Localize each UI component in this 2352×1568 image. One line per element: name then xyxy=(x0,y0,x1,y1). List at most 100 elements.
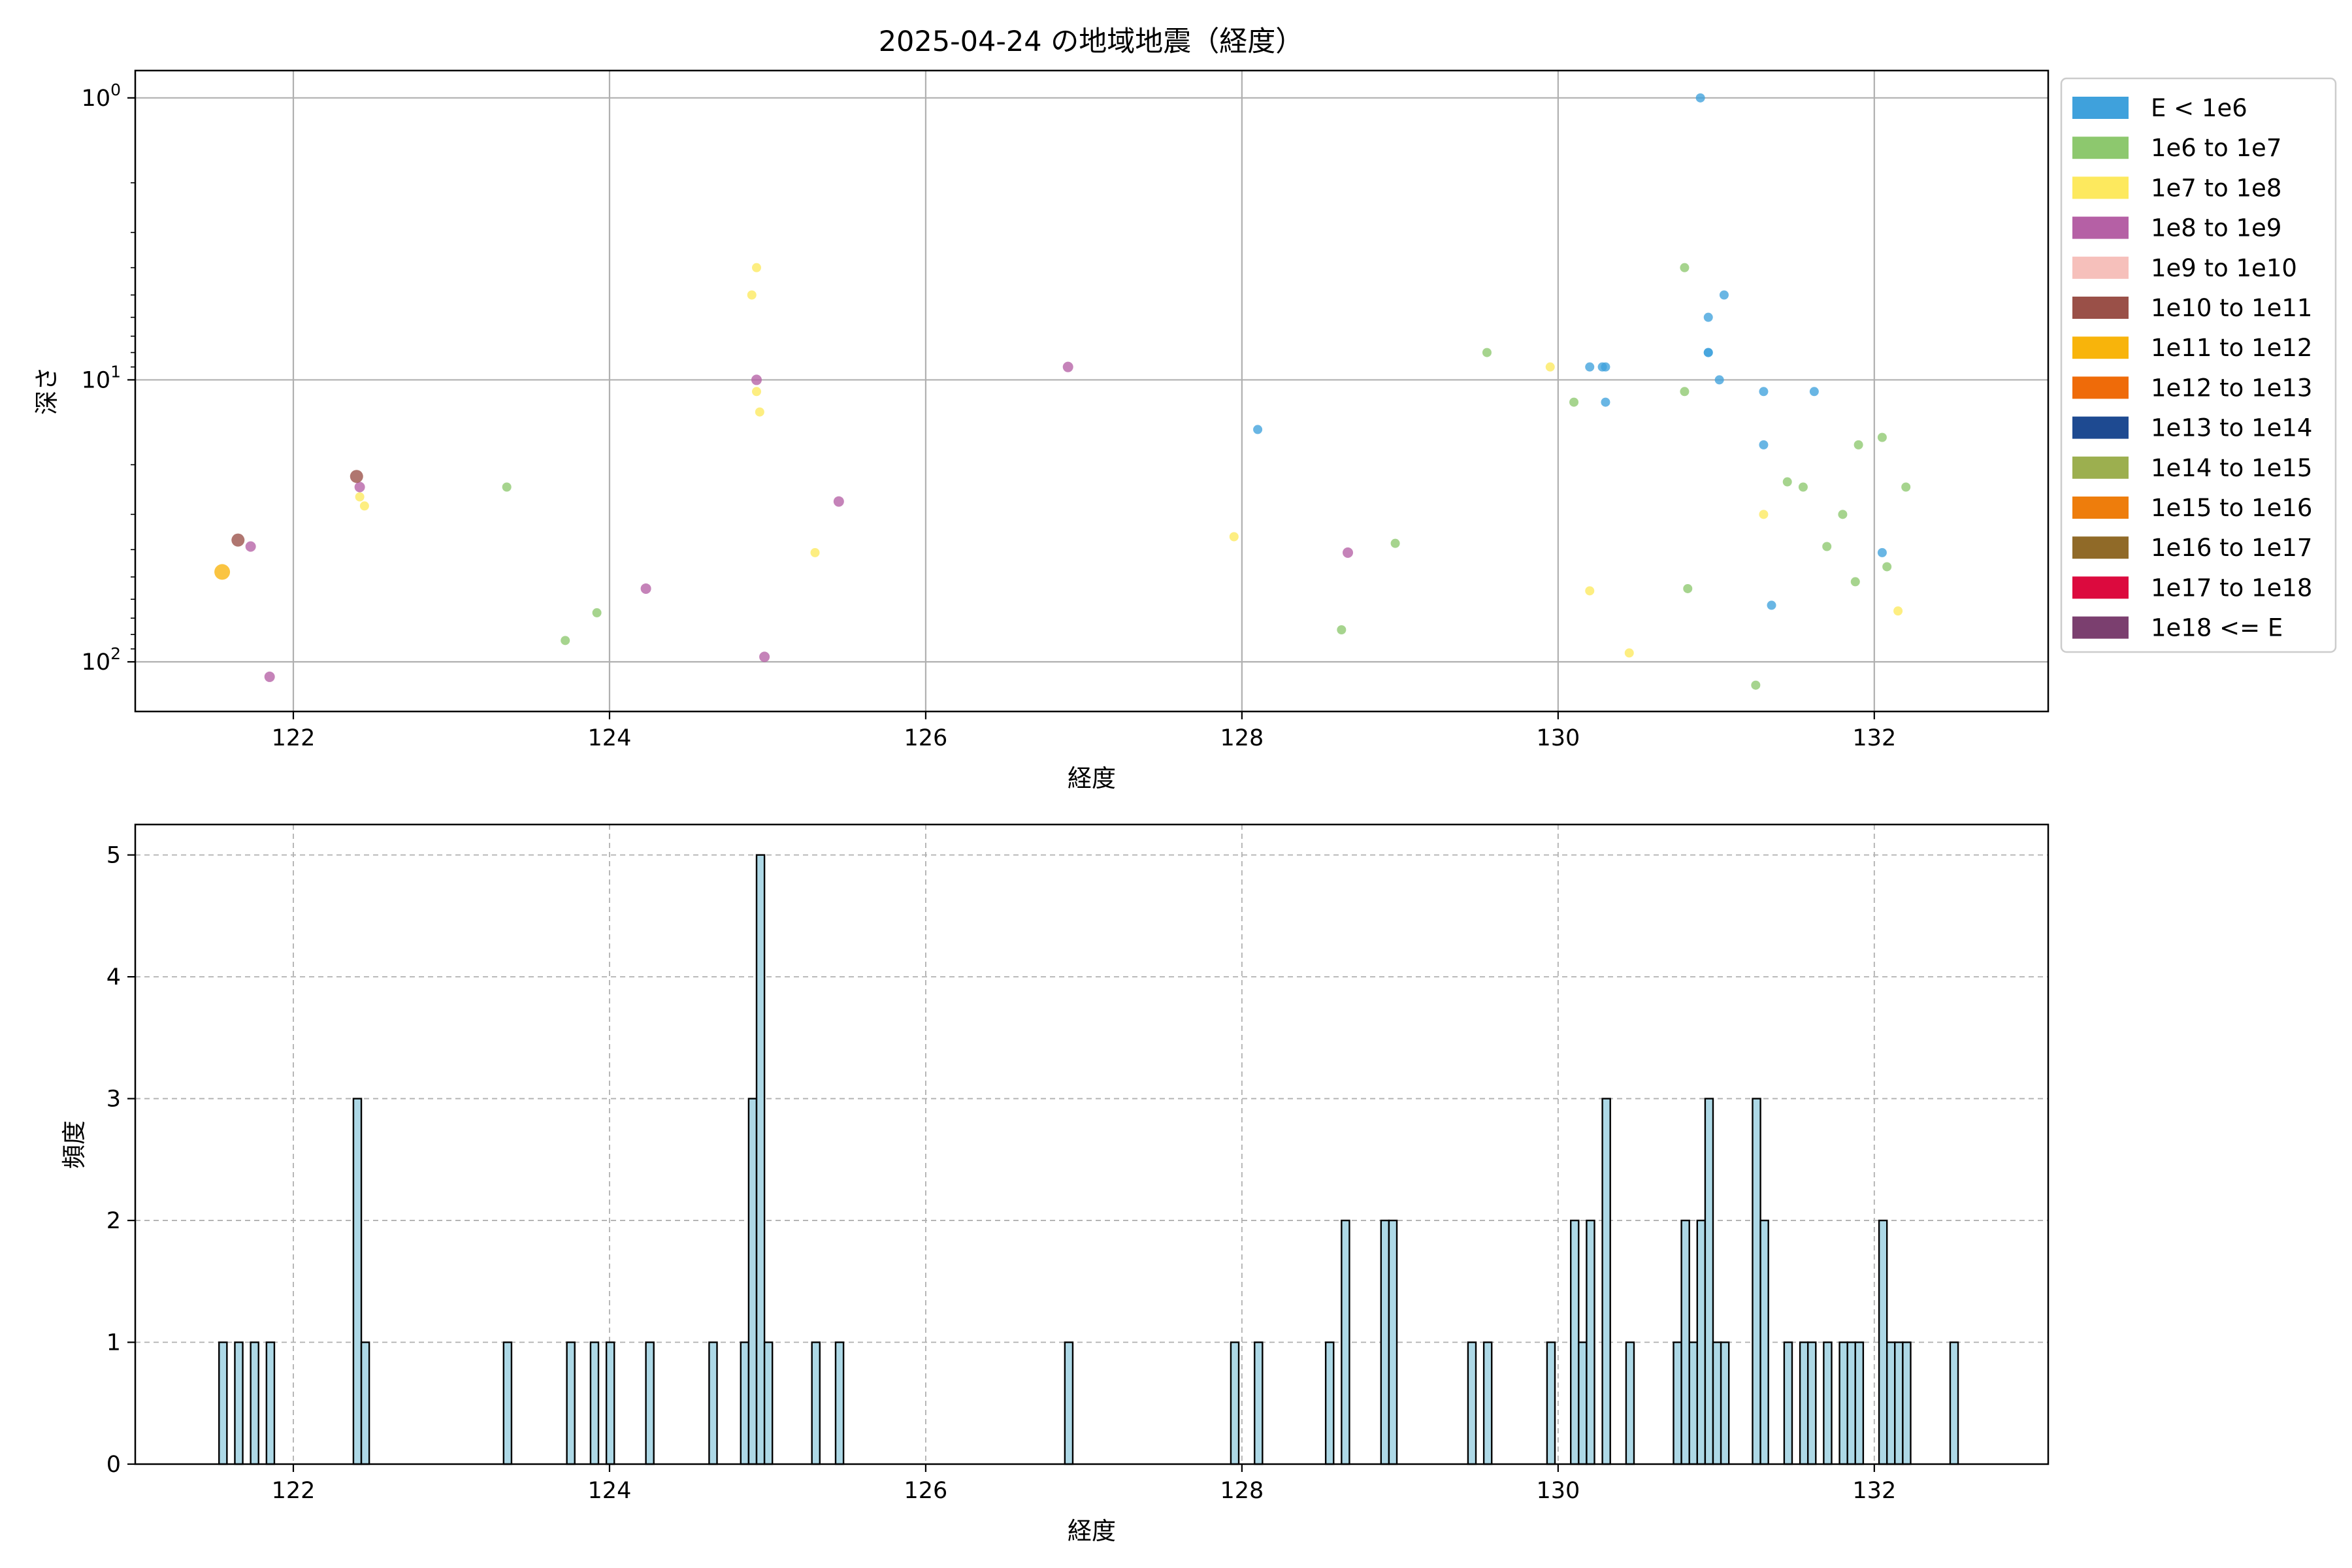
histogram-bar xyxy=(352,1098,363,1465)
legend-label: 1e9 to 1e10 xyxy=(2151,254,2297,282)
scatter-x-tick-label: 124 xyxy=(588,725,632,751)
histogram-y-tick-label: 3 xyxy=(106,1086,121,1113)
histogram-x-tick-label: 130 xyxy=(1536,1478,1580,1504)
legend-frame xyxy=(2060,77,2337,653)
legend-swatch xyxy=(2072,497,2129,519)
scatter-y-tick-label: 102 xyxy=(82,644,121,676)
scatter-x-tick-label: 126 xyxy=(904,725,948,751)
histogram-bar xyxy=(1854,1341,1865,1465)
scatter-point xyxy=(1482,348,1492,357)
legend-swatch xyxy=(2072,376,2129,399)
scatter-point xyxy=(1343,547,1354,558)
histogram-bar xyxy=(1806,1341,1817,1465)
scatter-point xyxy=(759,651,770,662)
histogram-y-tick-label: 1 xyxy=(106,1330,121,1356)
legend-label: 1e17 to 1e18 xyxy=(2151,574,2312,602)
legend-label: 1e15 to 1e16 xyxy=(2151,494,2312,522)
histogram-bar xyxy=(605,1341,615,1465)
legend-swatch xyxy=(2072,416,2129,439)
histogram-bar xyxy=(1230,1341,1240,1465)
scatter-point xyxy=(1893,606,1903,616)
legend-label: 1e11 to 1e12 xyxy=(2151,334,2312,362)
legend-swatch xyxy=(2072,576,2129,599)
scatter-point xyxy=(354,482,365,493)
histogram-bar xyxy=(1823,1341,1833,1465)
histogram-bar xyxy=(1846,1341,1856,1465)
scatter-point xyxy=(1337,625,1347,635)
scatter-point xyxy=(1680,263,1690,272)
histogram-bar xyxy=(502,1341,513,1465)
scatter-x-tick-label: 130 xyxy=(1536,725,1580,751)
histogram-frame xyxy=(134,823,2050,1465)
scatter-point xyxy=(1759,440,1769,449)
histogram-bar xyxy=(740,1341,750,1465)
histogram-bar xyxy=(1673,1341,1682,1465)
histogram-bar xyxy=(755,854,766,1465)
scatter-points xyxy=(214,93,1911,690)
scatter-point xyxy=(1850,577,1860,587)
histogram-bar xyxy=(1680,1219,1690,1465)
scatter-point xyxy=(355,492,365,502)
histogram-bar xyxy=(1688,1341,1698,1465)
histogram-bar xyxy=(1570,1219,1580,1465)
legend-label: 1e8 to 1e9 xyxy=(2151,214,2281,242)
scatter-point xyxy=(1585,362,1595,372)
scatter-point xyxy=(592,608,602,617)
scatter-point xyxy=(640,583,651,594)
scatter-point xyxy=(1877,547,1887,557)
histogram-bar xyxy=(1878,1219,1888,1465)
scatter-point xyxy=(1882,562,1892,572)
scatter-point xyxy=(1782,477,1792,487)
scatter-point xyxy=(747,290,757,300)
histogram-bar xyxy=(1783,1341,1793,1465)
scatter-point xyxy=(1901,482,1911,492)
histogram-bar xyxy=(1902,1341,1912,1465)
legend-label: 1e6 to 1e7 xyxy=(2151,134,2281,162)
histogram-bar xyxy=(1467,1341,1477,1465)
scatter-point xyxy=(1822,542,1832,551)
histogram-bar xyxy=(1586,1219,1595,1465)
scatter-point xyxy=(502,482,512,492)
legend-label: 1e14 to 1e15 xyxy=(2151,454,2312,482)
histogram-bar xyxy=(747,1098,758,1465)
legend-items: E < 1e6 1e6 to 1e7 1e7 to 1e8 1e8 to 1e9 1e9… xyxy=(2072,94,2312,642)
scatter-axes: 2025-04-24 の地域地震（経度） 122 124 126 128 130 1321… xyxy=(33,25,2050,792)
histogram-bar xyxy=(234,1341,244,1465)
legend-swatch xyxy=(2072,137,2129,159)
scatter-point xyxy=(1854,440,1863,449)
histogram-y-tick-label: 2 xyxy=(106,1208,121,1234)
scatter-point xyxy=(1601,397,1610,407)
legend-swatch xyxy=(2072,297,2129,319)
histogram-y-tick-label: 4 xyxy=(106,964,121,990)
histogram-bar xyxy=(1894,1341,1904,1465)
legend-label: 1e13 to 1e14 xyxy=(2151,414,2312,442)
scatter-point xyxy=(1809,387,1819,397)
scatter-y-tick-label: 101 xyxy=(82,362,121,393)
scatter-point xyxy=(1680,387,1690,397)
legend-swatch xyxy=(2072,216,2129,239)
histogram-bar xyxy=(218,1341,228,1465)
histogram-bar xyxy=(250,1341,259,1465)
histogram-bar xyxy=(566,1341,576,1465)
histogram-bar xyxy=(589,1341,600,1465)
histogram-bar xyxy=(1752,1098,1761,1465)
histogram-x-tick-label: 124 xyxy=(588,1478,632,1504)
histogram-bar xyxy=(1578,1341,1588,1465)
histogram-bar xyxy=(1759,1219,1769,1465)
scatter-point xyxy=(751,263,761,272)
scatter-point xyxy=(1719,290,1729,300)
histogram-bar xyxy=(1704,1098,1714,1465)
histogram-bar xyxy=(645,1341,655,1465)
scatter-point xyxy=(1751,680,1761,690)
histogram-bar xyxy=(834,1341,845,1465)
histogram-bar xyxy=(1886,1341,1896,1465)
scatter-point xyxy=(1703,348,1713,357)
histogram-bar xyxy=(1341,1219,1350,1465)
histogram-y-axis-label: 頻度 xyxy=(60,1120,88,1169)
scatter-point xyxy=(264,671,275,682)
scatter-point xyxy=(751,387,761,397)
legend-swatch xyxy=(2072,616,2129,639)
legend-swatch xyxy=(2072,536,2129,559)
scatter-x-tick-label: 122 xyxy=(272,725,316,751)
scatter-point xyxy=(1229,532,1239,542)
